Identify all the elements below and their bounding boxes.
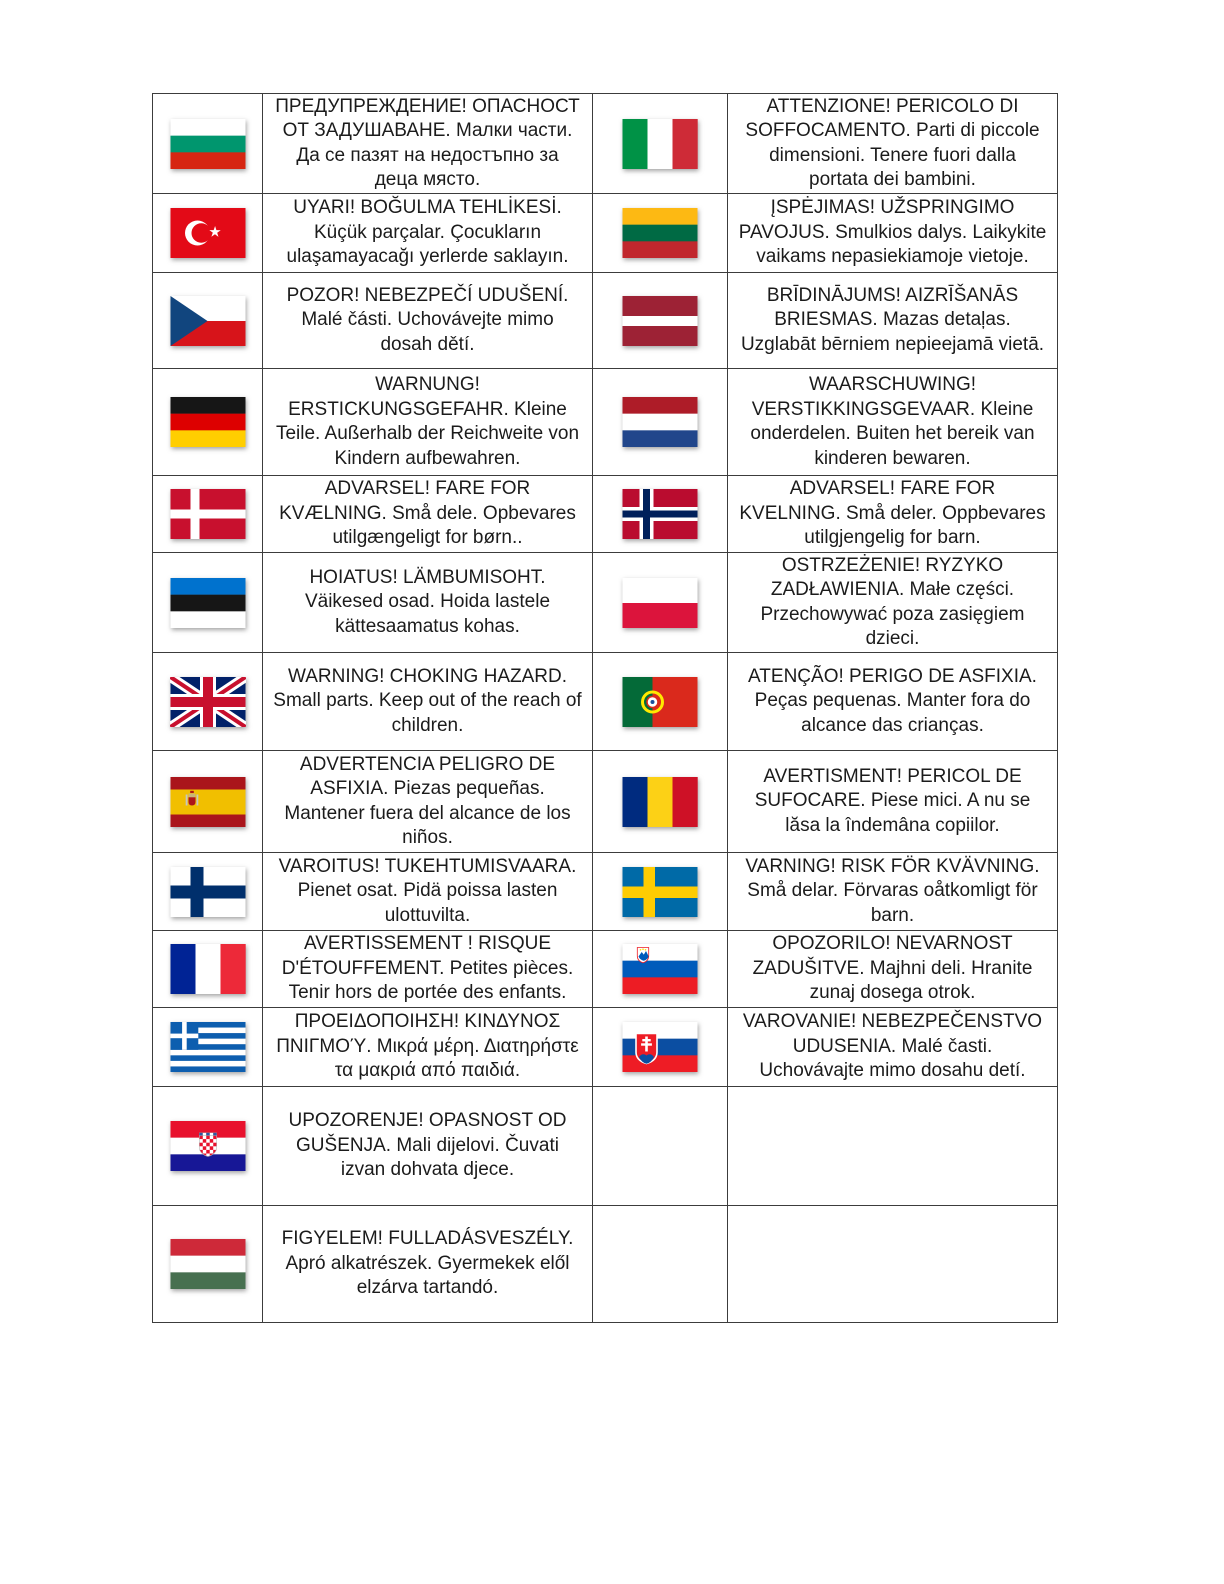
netherlands-flag-icon <box>593 369 728 476</box>
lithuania-flag-icon <box>593 194 728 273</box>
warning-text-dutch: WAARSCHUWING! VERSTIKKINGSGEVAAR. Kleine… <box>728 369 1058 476</box>
norway-flag-icon <box>593 476 728 553</box>
hungary-flag-icon <box>153 1206 263 1323</box>
greece-flag-icon <box>153 1008 263 1087</box>
warning-text-czech: POZOR! NEBEZPEČÍ UDUŠENÍ. Malé části. Uc… <box>263 273 593 369</box>
finland-flag-icon <box>153 853 263 931</box>
portugal-flag-icon <box>593 653 728 751</box>
turkey-flag-icon <box>153 194 263 273</box>
warning-text-german: WARNUNG! ERSTICKUNGSGEFAHR. Kleine Teile… <box>263 369 593 476</box>
warning-text-french: AVERTISSEMENT ! RISQUE D'ÉTOUFFEMENT. Pe… <box>263 931 593 1008</box>
warning-text-polish: OSTRZEŻENIE! RYZYKO ZADŁAWIENIA. Małe cz… <box>728 553 1058 653</box>
warning-text-greek: ΠΡΟΕΙΔΟΠΟΙΗΣΗ! ΚΙΝΔΥΝΟΣ ΠΝΙΓΜΟΎ. Μικρά μ… <box>263 1008 593 1087</box>
warning-text-slovak: VAROVANIE! NEBEZPEČENSTVO UDUSENIA. Malé… <box>728 1008 1058 1087</box>
empty-flag-cell <box>593 1206 728 1323</box>
empty-text-cell <box>728 1087 1058 1206</box>
warning-text-croatian: UPOZORENJE! OPASNOST OD GUŠENJA. Mali di… <box>263 1087 593 1206</box>
germany-flag-icon <box>153 369 263 476</box>
slovakia-flag-icon <box>593 1008 728 1087</box>
warning-text-portuguese: ATENÇÃO! PERIGO DE ASFIXIA. Peças pequen… <box>728 653 1058 751</box>
warning-text-finnish: VAROITUS! TUKEHTUMISVAARA. Pienet osat. … <box>263 853 593 931</box>
warning-text-english: WARNING! CHOKING HAZARD. Small parts. Ke… <box>263 653 593 751</box>
empty-text-cell <box>728 1206 1058 1323</box>
warning-text-estonian: HOIATUS! LÄMBUMISOHT. Väikesed osad. Hoi… <box>263 553 593 653</box>
poland-flag-icon <box>593 553 728 653</box>
estonia-flag-icon <box>153 553 263 653</box>
warning-text-latvian: BRĪDINĀJUMS! AIZRĪŠANĀS BRIESMAS. Mazas … <box>728 273 1058 369</box>
slovenia-flag-icon <box>593 931 728 1008</box>
warning-text-swedish: VARNING! RISK FÖR KVÄVNING. Små delar. F… <box>728 853 1058 931</box>
warning-text-hungarian: FIGYELEM! FULLADÁSVESZÉLY. Apró alkatrés… <box>263 1206 593 1323</box>
croatia-flag-icon <box>153 1087 263 1206</box>
warning-text-norwegian: ADVARSEL! FARE FOR KVELNING. Små deler. … <box>728 476 1058 553</box>
warning-text-danish: ADVARSEL! FARE FOR KVÆLNING. Små dele. O… <box>263 476 593 553</box>
italy-flag-icon <box>593 94 728 194</box>
warning-text-slovenian: OPOZORILO! NEVARNOST ZADUŠITVE. Majhni d… <box>728 931 1058 1008</box>
sweden-flag-icon <box>593 853 728 931</box>
france-flag-icon <box>153 931 263 1008</box>
warning-text-lithuanian: ĮSPĖJIMAS! UŽSPRINGIMO PAVOJUS. Smulkios… <box>728 194 1058 273</box>
denmark-flag-icon <box>153 476 263 553</box>
warning-text-turkish: UYARI! BOĞULMA TEHLİKESİ. Küçük parçalar… <box>263 194 593 273</box>
multilingual-warning-table: ПРЕДУПРЕЖДЕНИЕ! ОПАСНОСТ ОТ ЗАДУШАВАНЕ. … <box>152 93 1058 1323</box>
warning-text-bulgarian: ПРЕДУПРЕЖДЕНИЕ! ОПАСНОСТ ОТ ЗАДУШАВАНЕ. … <box>263 94 593 194</box>
spain-flag-icon <box>153 751 263 853</box>
czechia-flag-icon <box>153 273 263 369</box>
empty-flag-cell <box>593 1087 728 1206</box>
latvia-flag-icon <box>593 273 728 369</box>
romania-flag-icon <box>593 751 728 853</box>
warning-text-romanian: AVERTISMENT! PERICOL DE SUFOCARE. Piese … <box>728 751 1058 853</box>
united-kingdom-flag-icon <box>153 653 263 751</box>
warning-text-spanish: ADVERTENCIA PELIGRO DE ASFIXIA. Piezas p… <box>263 751 593 853</box>
warning-text-italian: ATTENZIONE! PERICOLO DI SOFFOCAMENTO. Pa… <box>728 94 1058 194</box>
bulgaria-flag-icon <box>153 94 263 194</box>
